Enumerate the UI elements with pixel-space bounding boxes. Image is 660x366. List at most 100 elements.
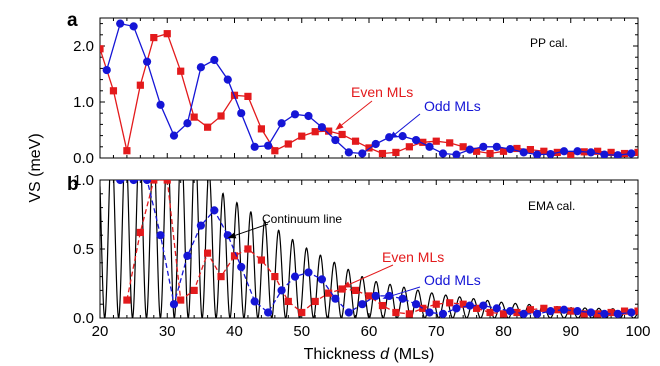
even-point	[123, 296, 131, 304]
odd-point	[183, 119, 192, 128]
even-point	[311, 297, 319, 306]
even-point	[486, 308, 494, 317]
continuum-line	[100, 180, 638, 318]
even-point	[567, 307, 575, 315]
odd-point	[250, 297, 259, 306]
even-arrow-line-b	[349, 264, 394, 285]
odd-point	[250, 142, 259, 151]
even-point	[499, 310, 508, 318]
odd-point	[586, 308, 596, 317]
odd-point	[169, 300, 179, 309]
odd-point	[290, 272, 300, 281]
odd-point	[479, 301, 488, 310]
odd-point	[479, 142, 488, 151]
x-axis-label-prefix: Thickness	[304, 346, 380, 363]
even-point	[204, 249, 212, 257]
odd-point	[304, 111, 313, 121]
even-point	[540, 304, 548, 312]
x-tick-label: 100	[625, 323, 650, 340]
odd-point	[277, 286, 286, 295]
odd-point	[344, 308, 353, 317]
odd-point	[142, 180, 152, 185]
x-axis-label-var: d	[380, 346, 390, 363]
odd-point	[237, 262, 246, 272]
x-tick-label: 90	[562, 323, 579, 340]
x-tick-label: 80	[495, 323, 512, 340]
even-point	[432, 300, 440, 308]
even-point	[123, 147, 131, 155]
y-tick-label: 0.5	[73, 241, 94, 258]
odd-point	[116, 19, 125, 28]
panel-a-annotations: Even MLs Odd MLs	[335, 84, 481, 139]
odd-point	[290, 110, 300, 119]
odd-point	[398, 132, 407, 141]
odd-point	[371, 291, 380, 301]
odd-point	[600, 150, 609, 158]
panel-a-label: a	[67, 10, 78, 31]
odd-point	[411, 135, 421, 145]
odd-point	[129, 180, 138, 185]
odd-point	[586, 148, 596, 157]
x-tick-label: 50	[293, 323, 310, 340]
even-point	[284, 297, 292, 306]
even-arrow-head	[335, 122, 344, 130]
odd-arrow-head-b	[382, 293, 392, 300]
odd-point	[425, 308, 434, 317]
even-point	[365, 292, 373, 300]
even-point	[298, 132, 306, 140]
even-point	[459, 143, 467, 151]
even-point	[486, 149, 494, 158]
even-point	[513, 144, 521, 153]
even-point	[365, 144, 373, 152]
even-point	[620, 149, 629, 158]
odd-point	[438, 309, 448, 318]
x-tick-label: 70	[428, 323, 445, 340]
odd-point	[196, 221, 205, 230]
odd-point	[358, 300, 367, 309]
odd-point	[196, 63, 205, 72]
panel-a-axes: 0.0 1.0 2.0	[73, 18, 639, 167]
odd-point	[344, 148, 353, 157]
odd-point	[116, 180, 125, 185]
panel-a-note: PP cal.	[530, 36, 568, 50]
odd-point	[277, 119, 286, 128]
even-point	[109, 87, 118, 95]
odd-series-line	[106, 22, 632, 156]
even-point	[204, 123, 212, 131]
odd-point	[533, 150, 542, 158]
y-tick-label: 0.0	[73, 150, 94, 167]
odd-point	[613, 151, 622, 158]
odd-point	[452, 304, 461, 313]
even-point	[594, 310, 602, 318]
even-point	[419, 138, 427, 146]
odd-point	[358, 149, 367, 158]
even-point	[351, 137, 360, 145]
odd-point	[559, 147, 569, 156]
even-point	[580, 310, 588, 318]
odd-point	[237, 109, 246, 118]
even-point	[190, 286, 198, 294]
odd-point	[331, 294, 340, 303]
even-point	[163, 30, 171, 38]
even-label-b: Even MLs	[382, 249, 444, 265]
odd-point	[600, 309, 609, 318]
y-tick-label: 1.0	[73, 94, 94, 111]
even-point	[284, 140, 292, 148]
odd-point	[546, 307, 555, 316]
panel-b-plot	[100, 180, 638, 318]
y-axis-label: VS (meV)	[27, 133, 44, 202]
odd-point	[492, 304, 501, 313]
odd-point	[142, 57, 152, 66]
even-point	[405, 310, 413, 318]
even-point	[311, 128, 319, 136]
even-arrow-line	[341, 100, 373, 126]
odd-point	[223, 75, 232, 84]
x-tick-label: 60	[361, 323, 378, 340]
odd-point	[506, 307, 515, 316]
odd-point	[613, 309, 622, 318]
panel-b-note: EMA cal.	[528, 199, 575, 213]
odd-point	[627, 308, 636, 317]
odd-point	[317, 275, 327, 284]
even-point	[150, 180, 158, 184]
